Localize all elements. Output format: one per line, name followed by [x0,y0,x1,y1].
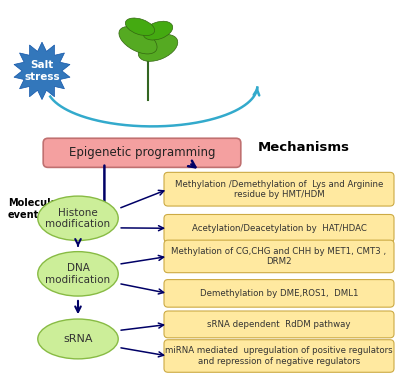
Text: Acetylation/Deacetylation by  HAT/HDAC: Acetylation/Deacetylation by HAT/HDAC [192,224,366,233]
FancyBboxPatch shape [164,340,394,372]
Text: Salt
stress: Salt stress [24,60,60,82]
FancyBboxPatch shape [164,240,394,273]
Ellipse shape [38,252,118,296]
Ellipse shape [38,319,118,359]
FancyBboxPatch shape [164,214,394,242]
Ellipse shape [38,196,118,241]
Ellipse shape [119,26,157,54]
Text: sRNA: sRNA [63,334,93,344]
FancyBboxPatch shape [164,311,394,338]
Ellipse shape [125,18,155,36]
Polygon shape [14,42,70,100]
FancyBboxPatch shape [164,172,394,206]
Text: DNA
modification: DNA modification [46,263,110,285]
Text: Molecular
events: Molecular events [8,198,62,219]
Text: Methylation of CG,CHG and CHH by MET1, CMT3 ,
DRM2: Methylation of CG,CHG and CHH by MET1, C… [172,247,386,266]
Text: Demethylation by DME,ROS1,  DML1: Demethylation by DME,ROS1, DML1 [200,289,358,298]
Ellipse shape [143,21,173,40]
Ellipse shape [138,34,178,61]
FancyBboxPatch shape [43,138,241,167]
Text: Epigenetic programming: Epigenetic programming [69,146,215,159]
FancyBboxPatch shape [164,280,394,307]
Text: sRNA dependent  RdDM pathway: sRNA dependent RdDM pathway [207,320,351,329]
Text: miRNA mediated  upregulation of positive regulators
and repression of negative r: miRNA mediated upregulation of positive … [165,346,393,366]
Text: Mechanisms: Mechanisms [258,141,350,154]
Text: Methylation /Demethylation of  Lys and Arginine
residue by HMT/HDM: Methylation /Demethylation of Lys and Ar… [175,180,383,199]
Text: Histone
modification: Histone modification [46,208,110,229]
